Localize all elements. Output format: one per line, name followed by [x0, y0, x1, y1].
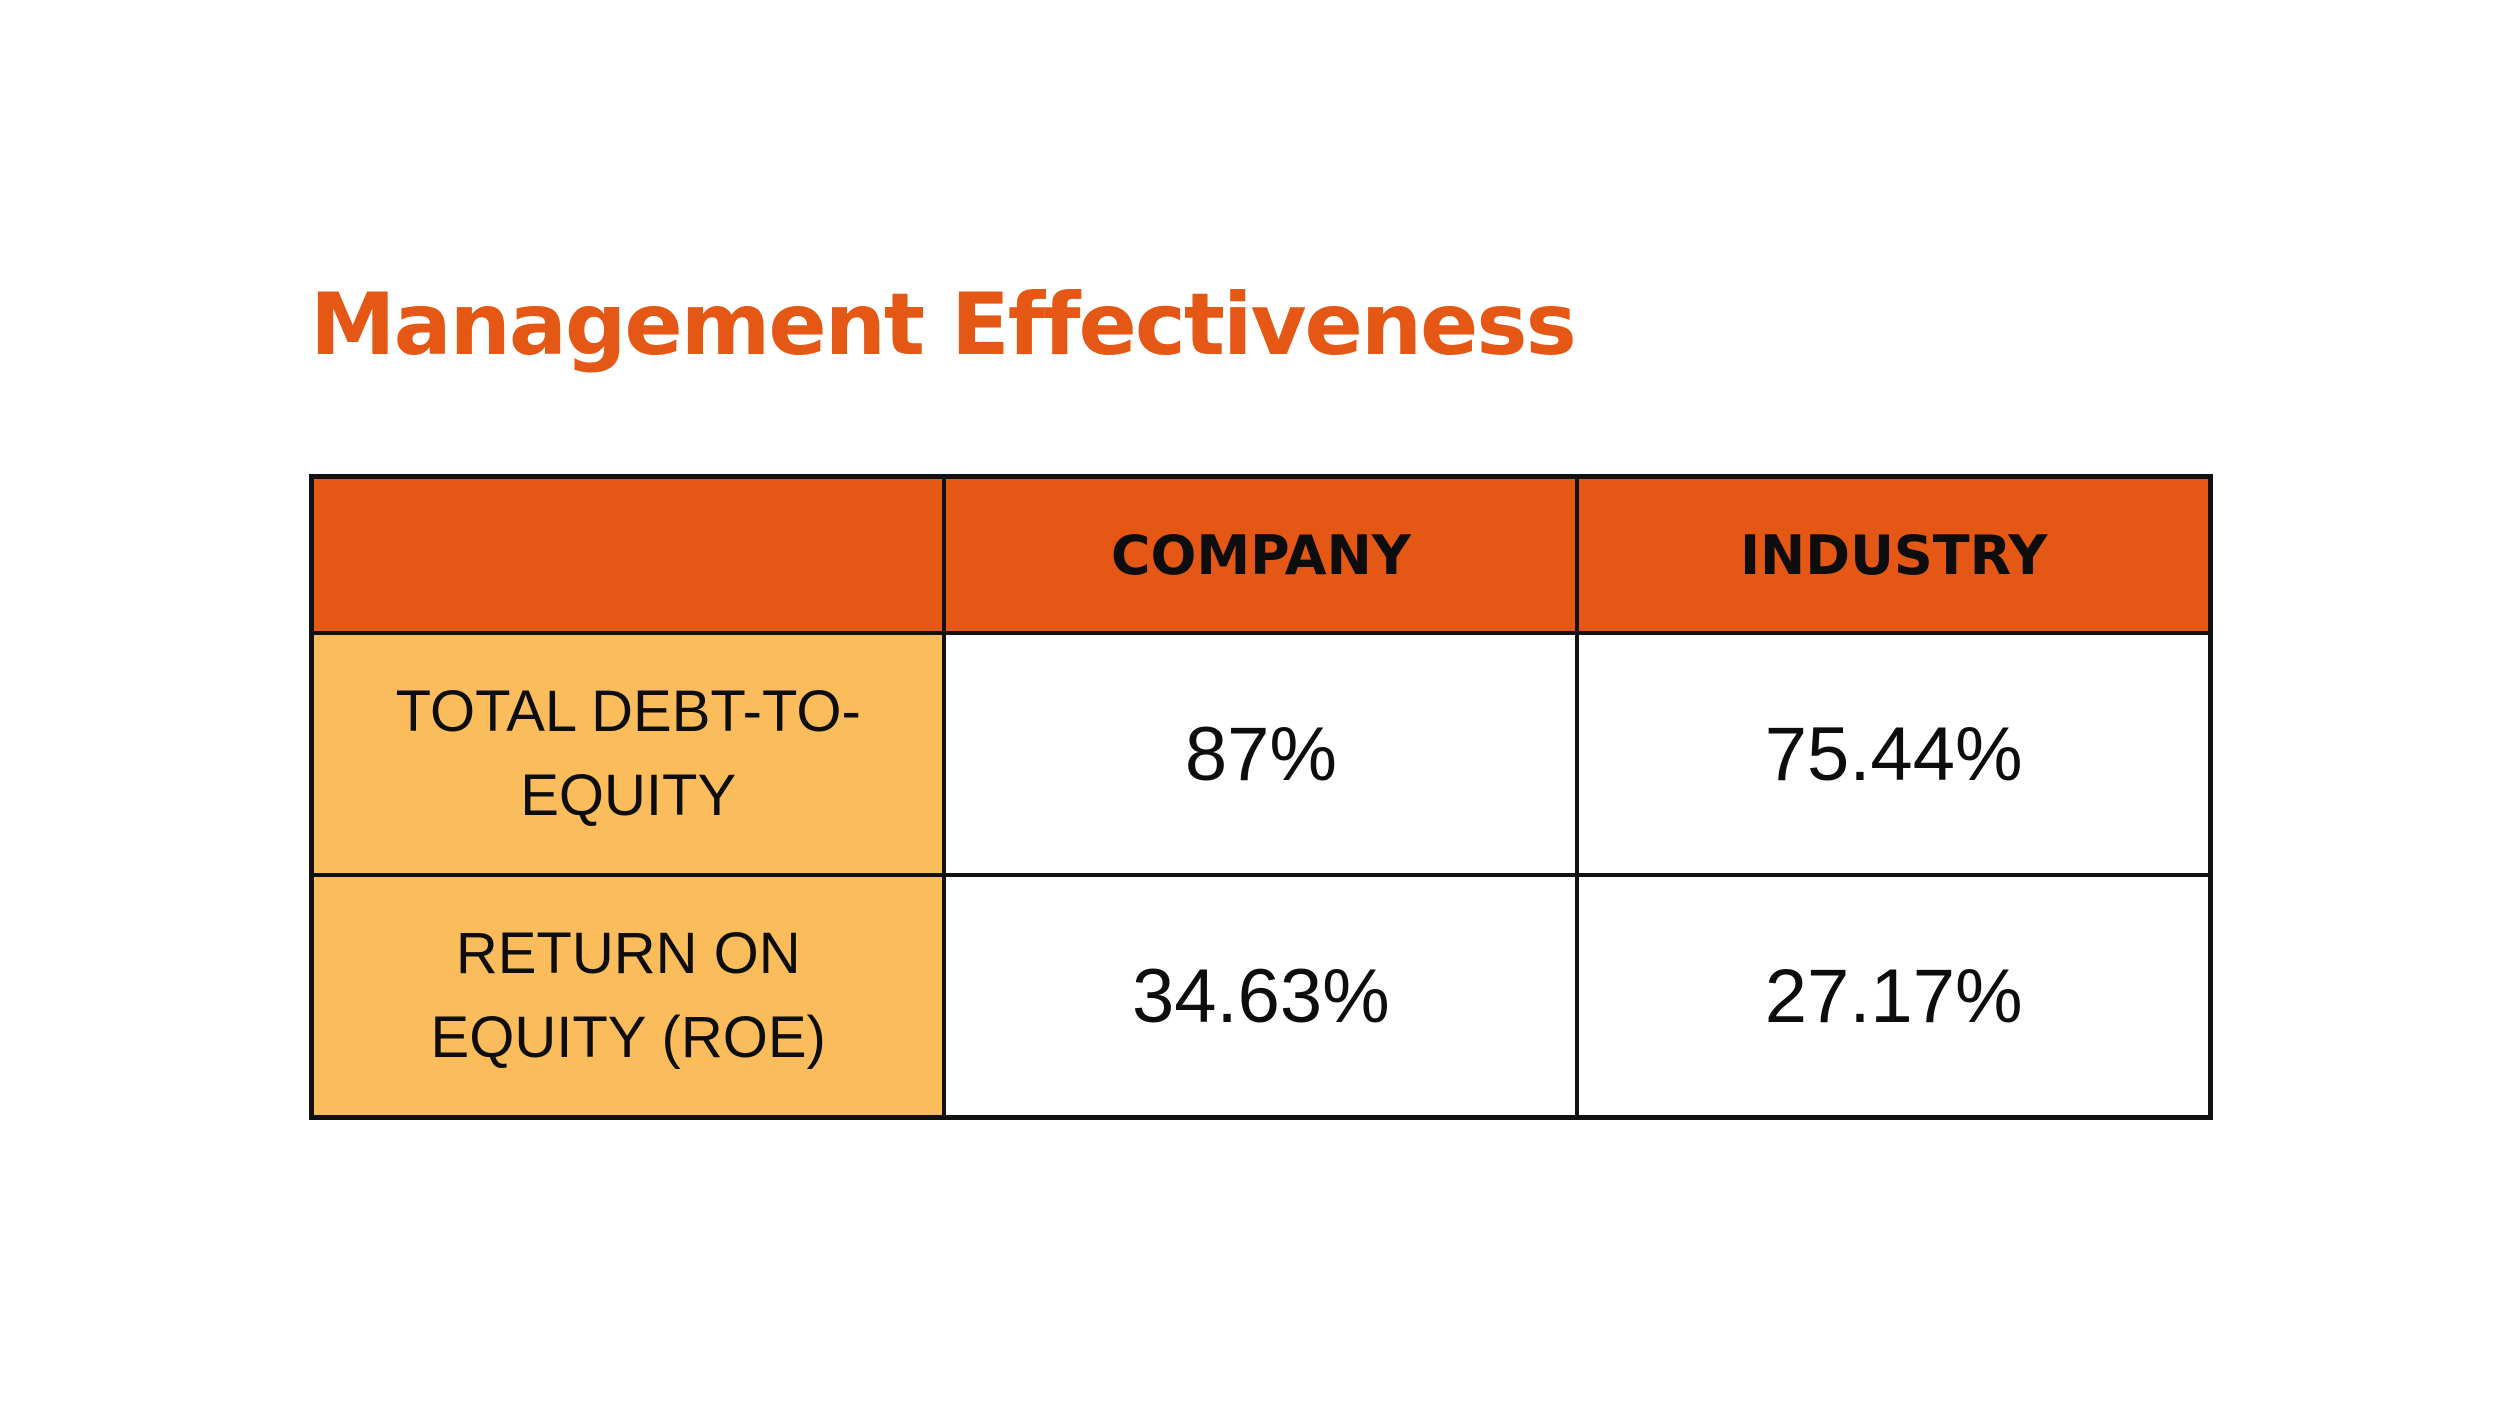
row-label-text: TOTAL DEBT-TO-EQUITY — [395, 679, 861, 828]
company-return-on-equity-value: 34.63% — [942, 873, 1580, 1120]
industry-return-on-equity-value: 27.17% — [1575, 873, 2213, 1120]
header-cell-empty — [309, 474, 947, 635]
header-cell-company: COMPANY — [942, 474, 1580, 635]
industry-debt-to-equity-value: 75.44% — [1575, 631, 2213, 877]
table-row: RETURN ON EQUITY (ROE) 34.63% 27.17% — [309, 873, 2213, 1120]
company-debt-to-equity-value: 87% — [942, 631, 1580, 877]
row-label-text: RETURN ON EQUITY (ROE) — [430, 921, 826, 1070]
page-title: Management Effectiveness — [310, 275, 1577, 375]
header-cell-industry: INDUSTRY — [1575, 474, 2213, 635]
metrics-table: COMPANY INDUSTRY TOTAL DEBT-TO-EQUITY 87… — [309, 474, 2213, 1120]
table-row: TOTAL DEBT-TO-EQUITY 87% 75.44% — [309, 631, 2213, 877]
row-label-debt-to-equity: TOTAL DEBT-TO-EQUITY — [309, 631, 947, 877]
table-header-row: COMPANY INDUSTRY — [309, 474, 2213, 635]
row-label-return-on-equity: RETURN ON EQUITY (ROE) — [309, 873, 947, 1120]
